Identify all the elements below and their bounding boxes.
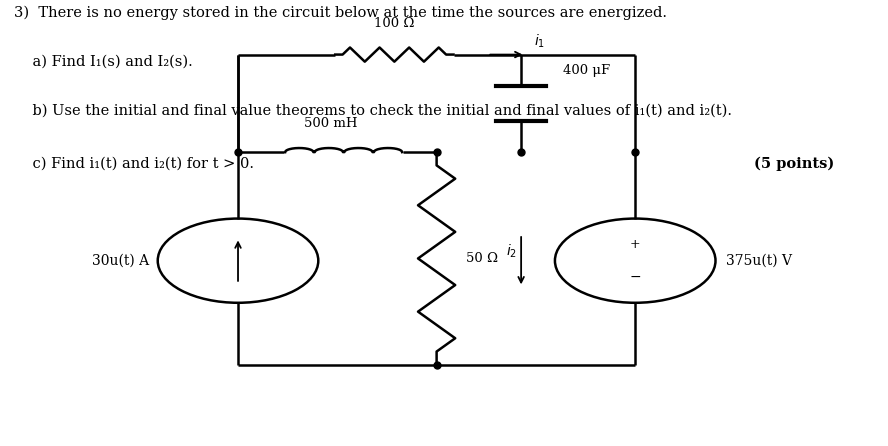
Text: 50 Ω: 50 Ω	[466, 252, 498, 265]
Text: (5 points): (5 points)	[754, 157, 834, 171]
Text: −: −	[630, 270, 641, 284]
Text: $i_1$: $i_1$	[534, 33, 545, 50]
Text: 500 mH: 500 mH	[305, 117, 358, 130]
Text: +: +	[630, 238, 640, 251]
Text: a) Find I₁(s) and I₂(s).: a) Find I₁(s) and I₂(s).	[14, 54, 193, 69]
Text: $i_2$: $i_2$	[506, 243, 517, 260]
Text: b) Use the initial and final value theorems to check the initial and final value: b) Use the initial and final value theor…	[14, 103, 732, 117]
Text: 400 μF: 400 μF	[563, 64, 611, 77]
Text: 375u(t) V: 375u(t) V	[725, 254, 791, 268]
Text: 30u(t) A: 30u(t) A	[92, 254, 149, 268]
Text: 100 Ω: 100 Ω	[374, 17, 415, 30]
Text: c) Find i₁(t) and i₂(t) for t > 0.: c) Find i₁(t) and i₂(t) for t > 0.	[14, 157, 254, 170]
Text: 3)  There is no energy stored in the circuit below at the time the sources are e: 3) There is no energy stored in the circ…	[14, 6, 667, 20]
